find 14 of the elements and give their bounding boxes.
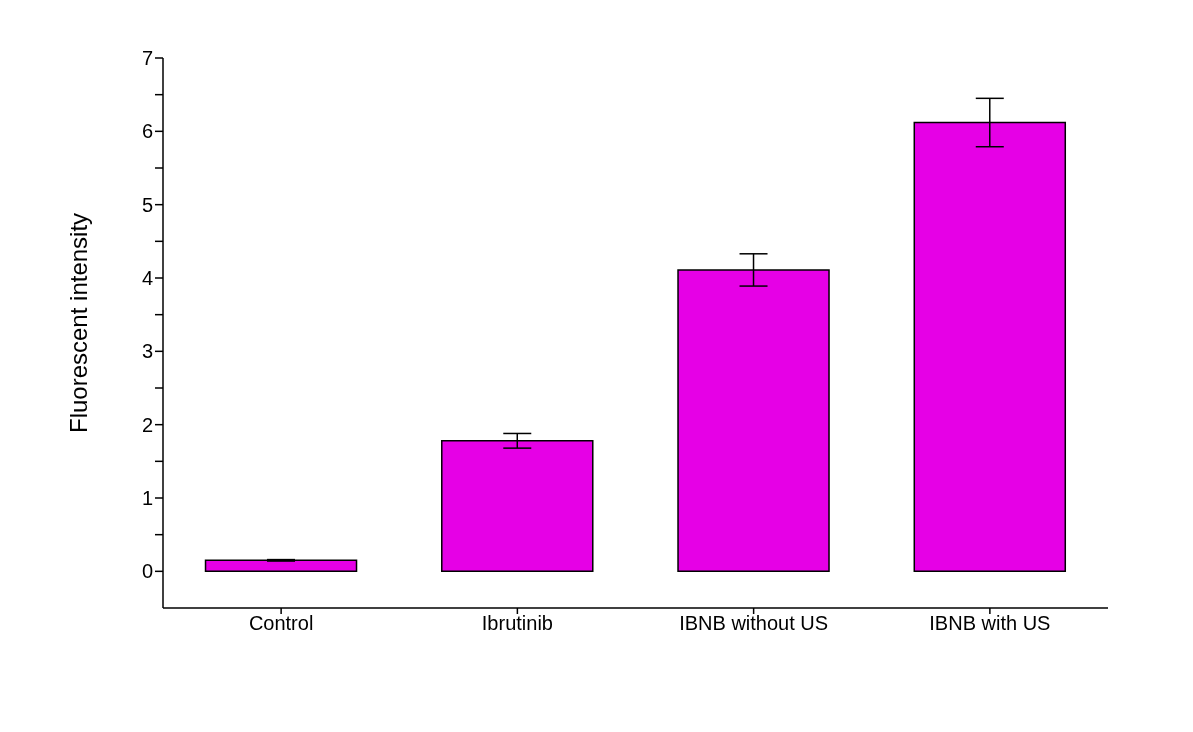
bar — [204, 559, 358, 573]
y-tick-label: 4 — [141, 267, 153, 290]
y-tick-label: 3 — [141, 340, 153, 363]
y-tick-label: 2 — [141, 413, 153, 436]
y-tick-label: 0 — [141, 560, 153, 583]
x-tick-label: IBNB with US — [929, 612, 1051, 635]
y-tick-label: 1 — [141, 487, 153, 510]
x-tick-label: Control — [248, 612, 314, 635]
y-tick-label: 6 — [141, 120, 153, 143]
y-tick-label: 7 — [141, 47, 153, 70]
y-axis-title: Fluorescent intensity — [64, 212, 92, 433]
x-tick-label: Ibrutinib — [481, 612, 553, 635]
y-tick-label: 5 — [141, 193, 153, 216]
x-tick-label: IBNB without US — [679, 612, 829, 635]
